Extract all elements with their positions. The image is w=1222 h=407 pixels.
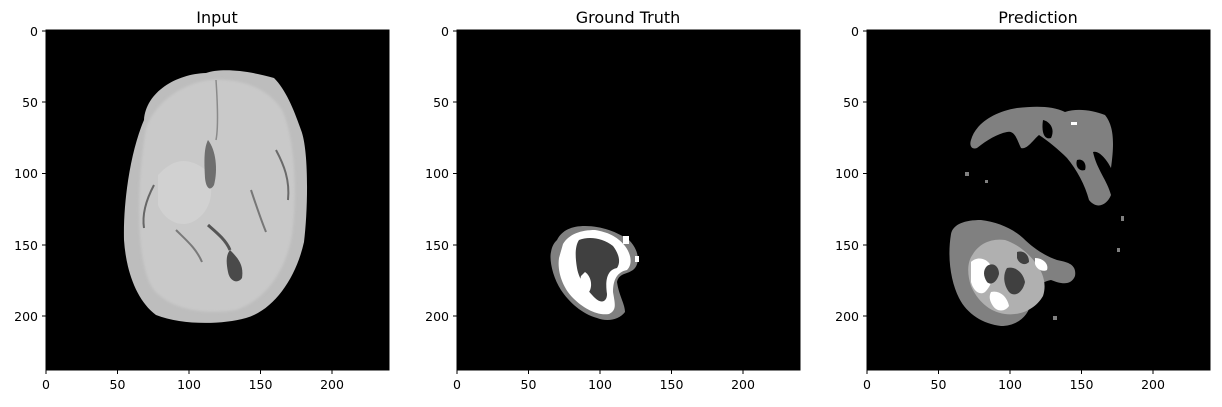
y-axis: 0 50 100 150 200 (835, 24, 867, 324)
y-tick-label: 100 (14, 166, 38, 181)
panel-input: Input 0 50 100 150 (14, 8, 390, 392)
x-tick-label: 50 (931, 377, 947, 392)
panel-ground-truth: Ground Truth 0 50 100 150 200 (425, 8, 801, 392)
y-tick-label: 150 (14, 238, 38, 253)
x-tick-label: 200 (1141, 377, 1165, 392)
x-tick-label: 100 (588, 377, 612, 392)
axes-frame (456, 29, 801, 371)
image-background (457, 30, 800, 370)
x-tick-label: 0 (453, 377, 461, 392)
y-tick-label: 0 (851, 24, 859, 39)
segmentation-mask (550, 226, 639, 320)
y-axis: 0 50 100 150 200 (14, 24, 46, 324)
x-axis: 0 50 100 150 200 (42, 370, 344, 392)
panel-prediction: Prediction (835, 8, 1211, 392)
y-axis: 0 50 100 150 200 (425, 24, 457, 324)
y-tick-label: 0 (30, 24, 38, 39)
x-tick-label: 200 (320, 377, 344, 392)
y-tick-label: 100 (835, 166, 859, 181)
x-tick-label: 50 (110, 377, 126, 392)
x-tick-label: 0 (42, 377, 50, 392)
y-tick-label: 50 (843, 95, 859, 110)
x-tick-label: 200 (731, 377, 755, 392)
y-tick-label: 200 (835, 309, 859, 324)
x-tick-label: 150 (1070, 377, 1094, 392)
panel-title: Prediction (998, 8, 1077, 27)
y-tick-label: 150 (425, 238, 449, 253)
y-tick-label: 200 (14, 309, 38, 324)
y-tick-label: 50 (433, 95, 449, 110)
image-background (867, 30, 1210, 370)
x-tick-label: 100 (177, 377, 201, 392)
x-tick-label: 150 (660, 377, 684, 392)
y-tick-label: 50 (22, 95, 38, 110)
y-tick-label: 0 (441, 24, 449, 39)
axes-frame (45, 29, 390, 371)
x-tick-label: 100 (998, 377, 1022, 392)
y-tick-label: 150 (835, 238, 859, 253)
panel-title: Input (196, 8, 237, 27)
panel-title: Ground Truth (576, 8, 681, 27)
x-tick-label: 50 (521, 377, 537, 392)
y-tick-label: 100 (425, 166, 449, 181)
x-tick-label: 0 (863, 377, 871, 392)
axes-frame (866, 29, 1211, 371)
brain-mri-image (123, 70, 308, 323)
x-axis: 0 50 100 150 200 (453, 370, 755, 392)
x-tick-label: 150 (249, 377, 273, 392)
y-tick-label: 200 (425, 309, 449, 324)
x-axis: 0 50 100 150 200 (863, 370, 1165, 392)
segmentation-mask (949, 106, 1124, 326)
